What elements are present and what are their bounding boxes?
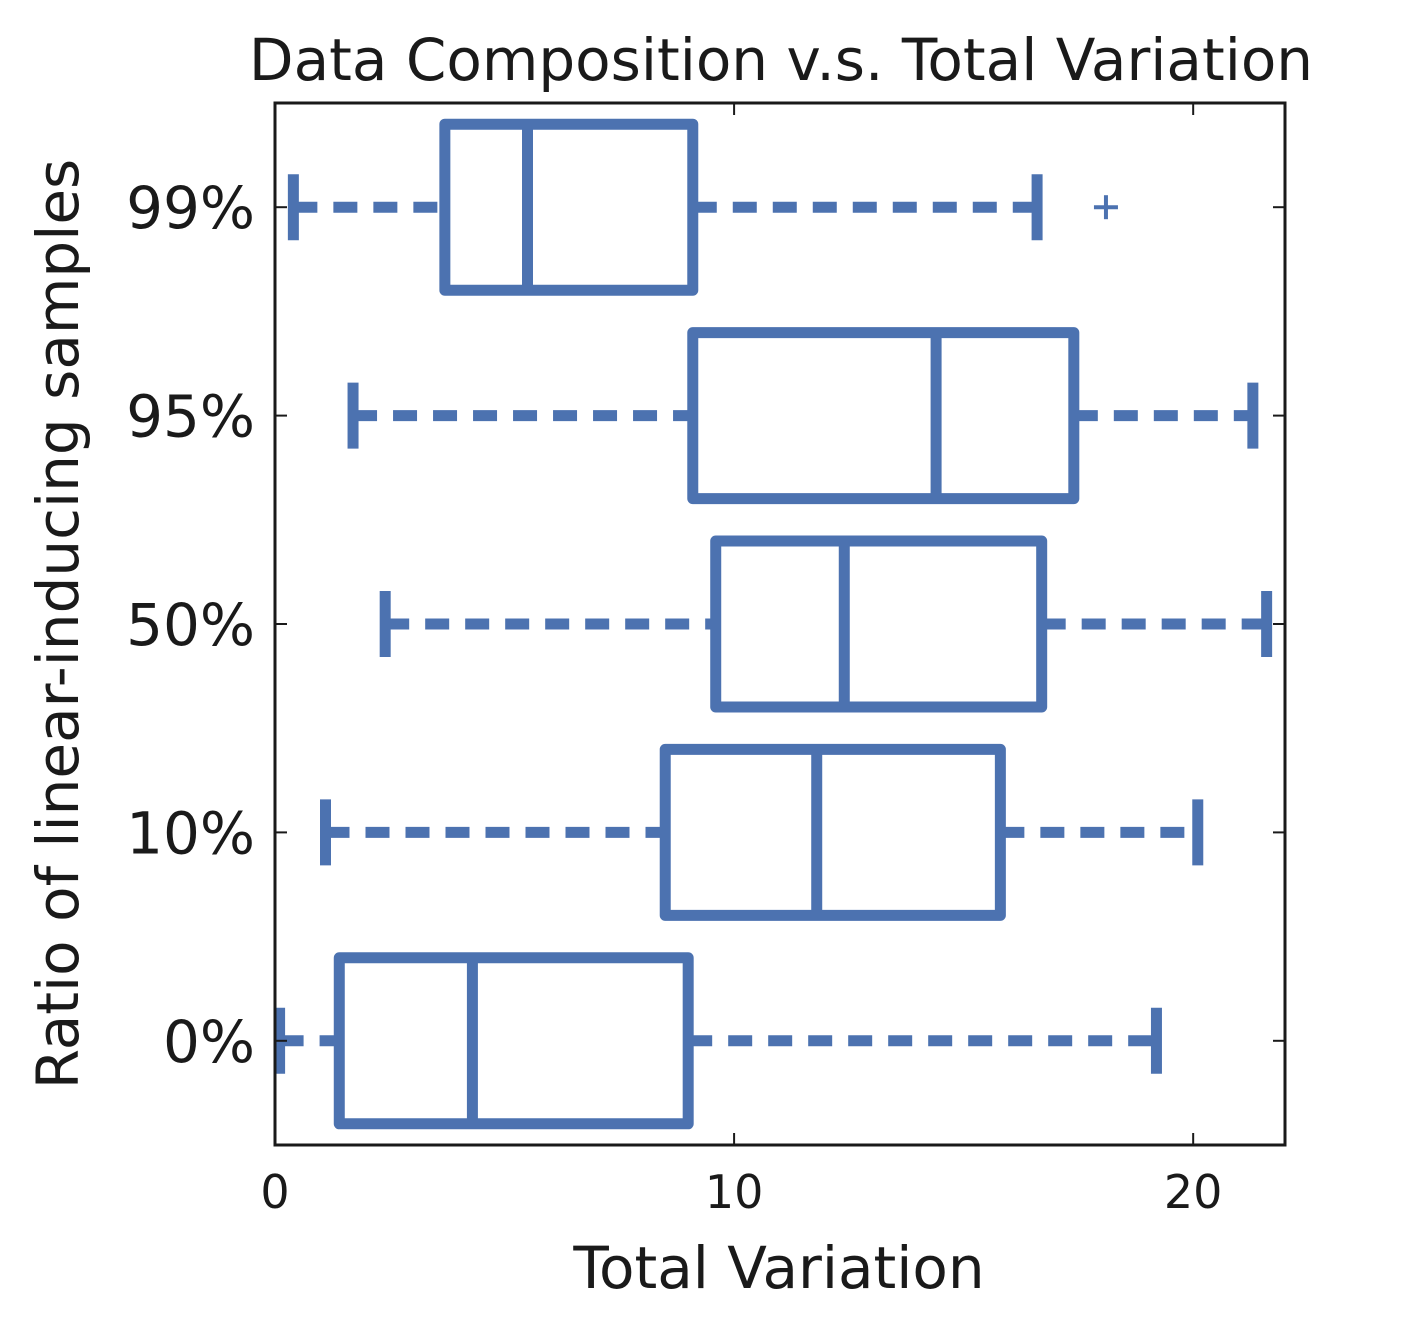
ytick-label: 95% — [126, 383, 255, 451]
box — [659, 743, 1006, 921]
box-group-0pct — [274, 952, 1162, 1130]
xtick-label: 0 — [260, 1165, 289, 1219]
plot-frame — [273, 101, 1287, 1147]
box — [439, 118, 699, 296]
boxes-layer — [274, 118, 1273, 1130]
box-group-10pct — [320, 743, 1204, 921]
box-group-95pct — [347, 327, 1259, 505]
x-axis-label: Total Variation — [572, 1234, 984, 1302]
y-axis-label: Ratio of linear-inducing samples — [24, 159, 92, 1090]
ticks-layer: 0% 10% 50% 95% 99% 0 10 20 — [126, 103, 1285, 1219]
box-group-99pct — [287, 118, 1118, 296]
ytick-label: 0% — [163, 1008, 255, 1076]
xtick-label: 10 — [705, 1165, 764, 1219]
ytick-label: 50% — [126, 591, 255, 659]
xtick-label: 20 — [1164, 1165, 1223, 1219]
chart-title: Data Composition v.s. Total Variation — [249, 26, 1313, 94]
outlier-marker — [1093, 195, 1118, 220]
box — [710, 535, 1048, 713]
box — [333, 952, 694, 1130]
box — [687, 327, 1080, 505]
ytick-label: 10% — [126, 799, 255, 867]
box-group-50pct — [379, 535, 1273, 713]
ytick-label: 99% — [126, 174, 255, 242]
